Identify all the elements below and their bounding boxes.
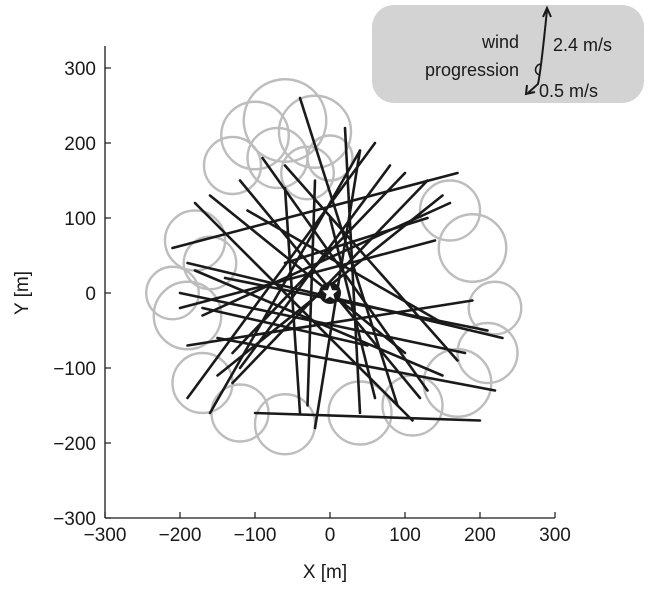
- legend-high-speed: 2.4 m/s: [553, 35, 612, 55]
- turn-loop: [437, 213, 508, 283]
- legend-label-progression: progression: [425, 60, 519, 80]
- straight-trajectory: [171, 171, 459, 250]
- turn-loop: [202, 135, 263, 196]
- straight-trajectory: [201, 201, 452, 317]
- legend: wind progression 2.4 m/s 0.5 m/s: [372, 5, 644, 103]
- trajectory-layer: [145, 78, 523, 456]
- turn-loop: [306, 134, 354, 182]
- y-ticks: −300 −200 −100 0 100 200 300: [53, 59, 111, 530]
- turn-loop: [280, 145, 335, 201]
- straight-trajectory: [283, 216, 429, 265]
- x-axis-label: X [m]: [303, 562, 347, 583]
- y-tick-label: −200: [53, 434, 96, 455]
- arrow-head-up-icon: [542, 5, 552, 18]
- straight-trajectory: [298, 96, 399, 407]
- turn-loop: [220, 100, 290, 171]
- x-tick-label: 200: [464, 525, 496, 546]
- turn-loop: [145, 265, 200, 321]
- x-tick-label: 0: [325, 525, 336, 546]
- turn-loop: [467, 280, 523, 336]
- curl-icon: [534, 63, 541, 76]
- turn-loop: [327, 380, 393, 446]
- straight-trajectory: [231, 179, 429, 385]
- y-tick-label: 0: [85, 284, 96, 305]
- center-star-marker: [319, 282, 341, 304]
- straight-trajectory: [216, 336, 497, 392]
- turn-loop: [277, 94, 353, 169]
- y-tick-label: 200: [64, 134, 96, 155]
- straight-trajectory: [186, 141, 377, 400]
- star-icon: [322, 285, 338, 300]
- straight-trajectory: [208, 194, 407, 355]
- y-tick-label: 300: [64, 59, 96, 80]
- straight-trajectory: [328, 216, 377, 400]
- straight-trajectory: [246, 209, 444, 325]
- straight-trajectory: [283, 186, 302, 415]
- x-tick-label: −300: [84, 525, 127, 546]
- turn-loop: [253, 393, 317, 456]
- x-tick-label: −200: [159, 525, 202, 546]
- straight-trajectory: [208, 149, 362, 415]
- legend-label-wind: wind: [481, 32, 519, 52]
- turn-loop: [182, 235, 238, 291]
- y-tick-label: −100: [53, 359, 96, 380]
- wind-progression-arrow: [527, 9, 548, 94]
- y-axis-label: Y [m]: [12, 271, 33, 315]
- y-tick-label: 100: [64, 209, 96, 230]
- legend-low-speed: 0.5 m/s: [539, 81, 598, 101]
- turn-loop: [152, 280, 223, 351]
- x-tick-label: 100: [389, 525, 421, 546]
- x-tick-label: −100: [234, 525, 277, 546]
- y-tick-label: −300: [53, 509, 96, 530]
- straight-trajectory: [253, 411, 482, 422]
- turn-loop: [171, 351, 234, 415]
- straight-trajectory: [306, 179, 317, 407]
- x-ticks: −300 −200 −100 0 100 200 300: [84, 512, 571, 546]
- turn-loop: [456, 321, 519, 385]
- arrow-head-down-icon: [524, 84, 536, 96]
- turn-loop: [418, 179, 482, 242]
- x-tick-label: 300: [539, 525, 571, 546]
- legend-box: [372, 5, 644, 103]
- straight-trajectory: [193, 201, 414, 422]
- straight-trajectory: [186, 261, 504, 340]
- straight-trajectory: [186, 299, 474, 347]
